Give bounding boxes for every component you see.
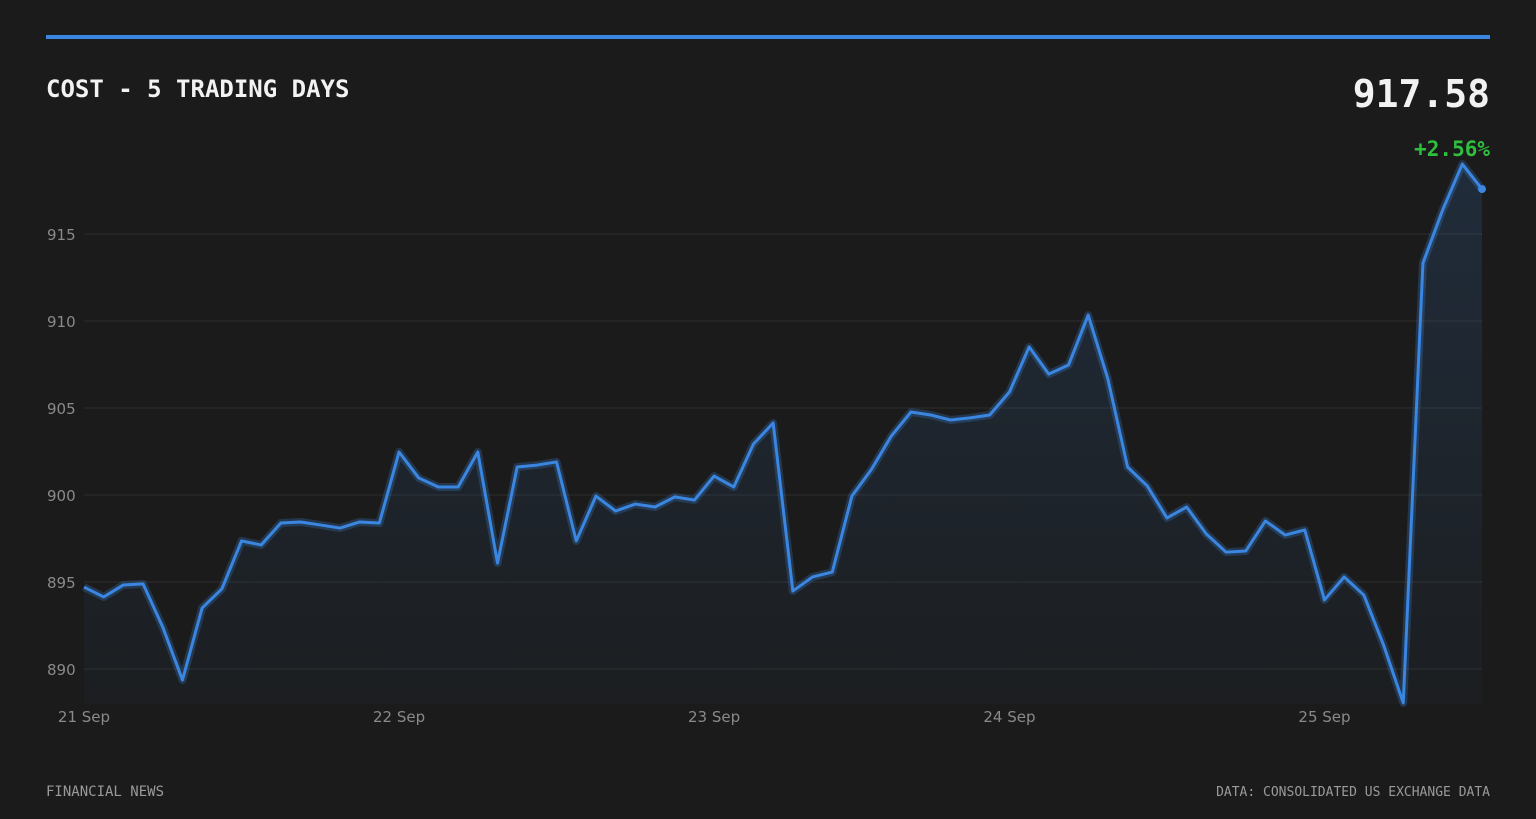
x-tick-label: 21 Sep: [58, 708, 110, 726]
x-tick-label: 22 Sep: [373, 708, 425, 726]
x-tick-label: 23 Sep: [688, 708, 740, 726]
price: 917.58: [1353, 72, 1490, 116]
line: [83, 162, 1484, 705]
source: DATA: CONSOLIDATED US EXCHANGE DATA: [1216, 785, 1490, 800]
chart-title: COST - 5 TRADING DAYS: [46, 75, 349, 103]
brand: FINANCIAL NEWS: [46, 784, 164, 800]
y-tick-label: 915: [47, 226, 76, 244]
x-tick-label: 24 Sep: [983, 708, 1035, 726]
y-tick-label: 895: [47, 574, 76, 592]
top-rule: [46, 35, 1490, 39]
change: +2.56%: [1414, 137, 1490, 161]
x-tick-label: 25 Sep: [1298, 708, 1350, 726]
y-tick-label: 910: [47, 313, 76, 331]
y-tick-label: 890: [47, 661, 76, 679]
y-tick-label: 900: [47, 487, 76, 505]
y-tick-label: 905: [47, 400, 76, 418]
end-dot: [1478, 185, 1486, 194]
area: [84, 164, 1482, 704]
